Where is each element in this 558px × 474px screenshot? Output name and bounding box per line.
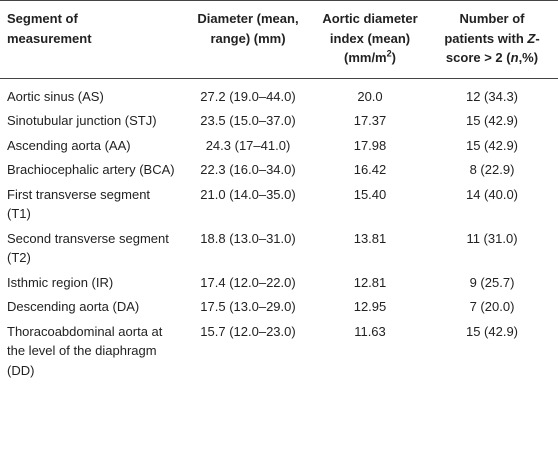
table-row: First transverse segment (T1) 21.0 (14.0–… (0, 182, 558, 226)
table-cell: 11 (31.0) (466, 230, 518, 246)
header-text: Aortic diameter index (mean) (mm/m2) (320, 9, 420, 68)
italic-symbol: n (510, 50, 519, 65)
table-cell: Isthmic region (IR) (7, 274, 114, 290)
table-cell: Second transverse segment (T2) (7, 230, 169, 266)
table-cell: 18.8 (13.0–31.0) (200, 230, 296, 246)
table-cell: 15.40 (353, 186, 387, 202)
table-cell: 9 (25.7) (469, 274, 515, 290)
header-text: ,%) (518, 50, 539, 65)
table-cell: Brachiocephalic artery (BCA) (7, 162, 175, 177)
table-cell: 17.98 (353, 137, 387, 153)
italic-symbol: Z (527, 30, 536, 46)
table-cell: 12.81 (353, 274, 387, 290)
header-cell: Segment of measurement (0, 0, 182, 79)
header-text: Diameter (mean, range) (mm) (197, 11, 299, 46)
table-row: Isthmic region (IR) 17.4 (12.0–22.0) 12.81… (0, 270, 558, 295)
superscript: 2 (386, 48, 392, 59)
header-cell: Number of patients with Z-score > 2 (n,%… (426, 0, 558, 79)
table-row: Thoracoabdominal aorta at the level of t… (0, 319, 558, 383)
header-text: Number of patients with (444, 11, 528, 46)
table-cell: 12 (34.3) (465, 88, 519, 104)
table-header: Segment of measurement Diameter (mean, r… (0, 0, 558, 79)
table-cell: 21.0 (14.0–35.0) (200, 186, 296, 202)
table-cell: Aortic sinus (AS) (7, 88, 104, 104)
table-cell: 15 (42.9) (465, 137, 519, 153)
table-cell: 24.3 (17–41.0) (205, 137, 291, 153)
table-cell: 13.81 (353, 230, 387, 246)
table-row: Ascending aorta (AA) 24.3 (17–41.0) 17.98 1… (0, 133, 558, 158)
header-cell: Aortic diameter index (mean) (mm/m2) (314, 0, 426, 79)
table-row: Sinotubular junction (STJ) 23.5 (15.0–37.… (0, 109, 558, 134)
header-text: Number of patients with Z-score > 2 (n,%… (442, 9, 542, 68)
data-table: Segment of measurement Diameter (mean, r… (0, 0, 558, 383)
header-text: Segment of measurement (7, 11, 92, 46)
table-cell: 16.42 (353, 162, 387, 177)
table-cell: Ascending aorta (AA) (7, 137, 131, 153)
table-cell: 17.37 (353, 113, 387, 128)
table-cell: 20.0 (357, 88, 383, 104)
table-cell: 8 (22.9) (469, 162, 515, 177)
header-text: -score > 2 ( (445, 30, 540, 66)
table-cell: 23.5 (15.0–37.0) (200, 113, 296, 128)
header-text: ) (391, 50, 396, 65)
table-cell: Descending aorta (DA) (7, 299, 140, 314)
table-cell: 17.4 (12.0–22.0) (200, 274, 296, 290)
table-cell: 17.5 (13.0–29.0) (200, 299, 296, 314)
table-cell: 15.7 (12.0–23.0) (200, 323, 296, 339)
table-cell: 12.95 (353, 299, 387, 314)
table-cell: 15 (42.9) (465, 113, 519, 128)
header-text: Aortic diameter index (mean) (mm/m (322, 11, 418, 65)
table-cell: 22.3 (16.0–34.0) (200, 162, 296, 177)
table-row: Second transverse segment (T2) 18.8 (13.0… (0, 226, 558, 270)
table-cell: 27.2 (19.0–44.0) (200, 88, 296, 104)
table-row: Descending aorta (DA) 17.5 (13.0–29.0) 12.… (0, 295, 558, 320)
table-cell: Thoracoabdominal aorta at the level of t… (7, 323, 163, 378)
header-cell: Diameter (mean, range) (mm) (182, 0, 314, 79)
table-cell: 14 (40.0) (465, 186, 519, 202)
header-row: Segment of measurement Diameter (mean, r… (0, 0, 558, 79)
table-cell: Sinotubular junction (STJ) (7, 113, 157, 128)
table-cell: 11.63 (354, 323, 386, 339)
table-cell: 15 (42.9) (465, 323, 519, 339)
table-body: Aortic sinus (AS) 27.2 (19.0–44.0) 20.0 12 … (0, 78, 558, 383)
table-row: Brachiocephalic artery (BCA) 22.3 (16.0–3… (0, 158, 558, 183)
table-cell: First transverse segment (T1) (7, 186, 151, 222)
table-row: Aortic sinus (AS) 27.2 (19.0–44.0) 20.0 12 … (0, 78, 558, 109)
table-cell: 7 (20.0) (469, 299, 515, 314)
